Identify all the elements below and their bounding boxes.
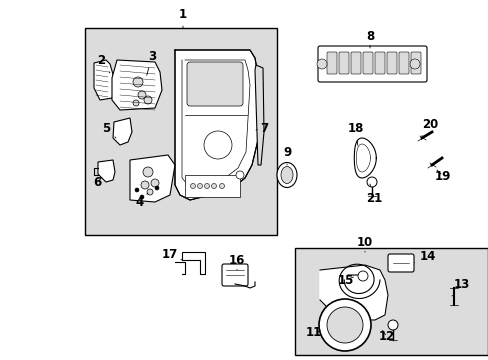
Bar [85,28,276,235]
Polygon shape [254,65,264,165]
Text: 1: 1 [179,8,187,28]
Polygon shape [112,60,162,110]
Bar [294,248,487,355]
FancyBboxPatch shape [186,62,243,106]
FancyBboxPatch shape [410,52,420,74]
FancyBboxPatch shape [326,52,336,74]
Text: 17: 17 [162,248,182,261]
Text: 12: 12 [378,330,394,343]
Polygon shape [98,160,115,182]
Polygon shape [130,155,175,202]
Polygon shape [319,265,387,320]
Polygon shape [354,138,376,178]
Circle shape [366,177,376,187]
FancyBboxPatch shape [338,52,348,74]
FancyBboxPatch shape [386,52,396,74]
Text: 10: 10 [356,235,372,252]
Circle shape [135,188,139,192]
Circle shape [140,195,143,199]
Text: 8: 8 [365,30,373,48]
Text: 15: 15 [337,274,353,287]
Polygon shape [113,118,132,145]
Polygon shape [94,60,117,100]
Bar [184,175,240,197]
FancyBboxPatch shape [398,52,408,74]
Text: 11: 11 [305,327,322,339]
FancyBboxPatch shape [374,52,384,74]
Polygon shape [182,252,204,274]
Circle shape [326,307,362,343]
Circle shape [147,189,153,195]
Text: 6: 6 [93,176,101,189]
Text: 9: 9 [282,145,290,165]
Text: 3: 3 [146,49,156,75]
Text: 18: 18 [347,122,364,145]
Text: 13: 13 [451,278,469,296]
Circle shape [219,184,224,189]
Text: 16: 16 [228,253,244,270]
Circle shape [387,320,397,330]
Ellipse shape [281,166,292,184]
Circle shape [138,91,146,99]
Circle shape [318,299,370,351]
Circle shape [142,167,153,177]
Circle shape [204,184,209,189]
Circle shape [151,179,159,187]
Text: 14: 14 [414,249,435,263]
Circle shape [409,59,419,69]
Circle shape [236,171,244,179]
FancyBboxPatch shape [317,46,426,82]
Circle shape [357,271,367,281]
Text: 5: 5 [102,122,116,138]
Circle shape [316,59,326,69]
Text: 21: 21 [365,184,381,204]
Text: 4: 4 [136,193,148,208]
FancyBboxPatch shape [362,52,372,74]
Circle shape [143,96,152,104]
Circle shape [203,131,231,159]
Circle shape [133,77,142,87]
Circle shape [133,100,139,106]
FancyBboxPatch shape [387,254,413,272]
Circle shape [197,184,202,189]
Circle shape [190,184,195,189]
FancyBboxPatch shape [350,52,360,74]
Text: 7: 7 [256,122,267,135]
Polygon shape [175,50,258,200]
Circle shape [155,186,159,190]
FancyBboxPatch shape [222,264,247,286]
Circle shape [141,181,149,189]
Text: 20: 20 [421,117,437,136]
Ellipse shape [276,162,296,188]
Text: 2: 2 [97,54,110,73]
Text: 19: 19 [434,170,450,183]
Circle shape [211,184,216,189]
